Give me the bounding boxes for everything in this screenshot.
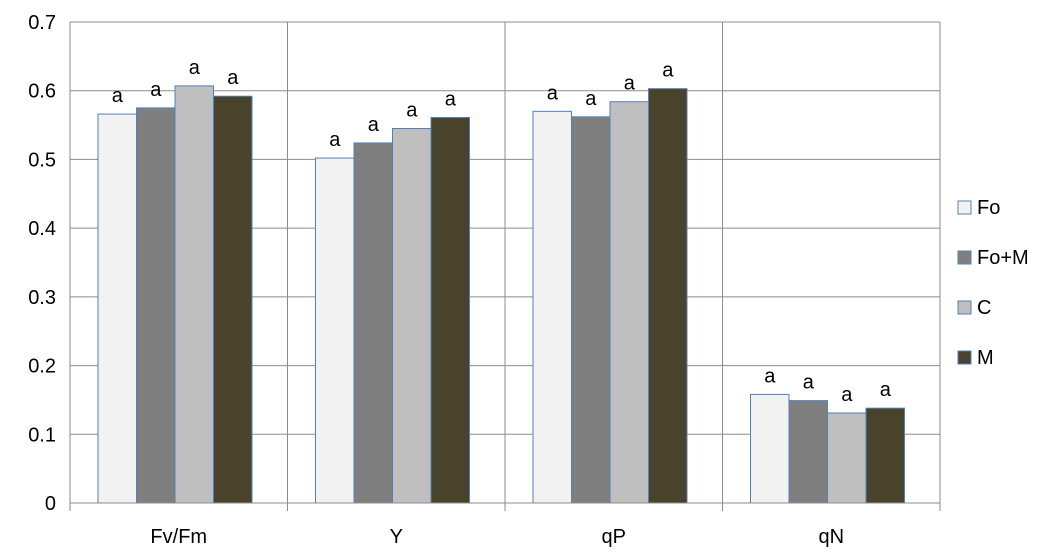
significance-label: a (624, 73, 636, 95)
significance-label: a (803, 372, 815, 394)
significance-label: a (841, 384, 853, 406)
significance-label: a (406, 100, 418, 122)
bar (97, 113, 137, 504)
bar (648, 88, 688, 504)
bar (315, 157, 355, 504)
bar (213, 95, 253, 504)
bar (353, 142, 393, 504)
legend-swatch (957, 250, 972, 265)
significance-label: a (445, 89, 457, 111)
significance-label: a (547, 82, 559, 104)
significance-label: a (112, 85, 124, 107)
bars (97, 85, 905, 504)
significance-label: a (189, 57, 201, 79)
bar (136, 107, 176, 504)
significance-label: a (227, 67, 239, 89)
bar (865, 407, 905, 504)
legend-swatch (957, 300, 972, 315)
data-labels: a a a a a a a a a a a a a a a a (112, 57, 892, 406)
y-tick-label: 0.1 (28, 424, 56, 446)
x-category-label: qP (602, 526, 626, 548)
bar (788, 400, 828, 504)
bar (750, 393, 790, 504)
bar (430, 117, 470, 504)
legend-swatch (957, 350, 972, 365)
bar (174, 85, 214, 504)
significance-label: a (150, 79, 162, 101)
significance-label: a (329, 129, 341, 151)
y-tick-label: 0.4 (28, 218, 56, 240)
legend-label: Fo (977, 197, 1000, 219)
x-category-label: Fv/Fm (150, 526, 207, 548)
legend-swatch (957, 200, 972, 215)
legend-label: C (977, 297, 991, 319)
significance-label: a (880, 379, 892, 401)
x-category-label: qN (818, 526, 844, 548)
significance-label: a (764, 365, 776, 387)
legend: Fo Fo+M C M (957, 197, 1029, 369)
bar (609, 101, 649, 504)
bar (827, 412, 867, 504)
legend-label: Fo+M (977, 247, 1029, 269)
significance-label: a (662, 60, 674, 82)
y-tick-label: 0.6 (28, 81, 56, 103)
significance-label: a (368, 114, 380, 136)
y-tick-label: 0.5 (28, 149, 56, 171)
significance-label: a (585, 88, 597, 110)
y-tick-label: 0 (45, 493, 56, 515)
bar (532, 110, 572, 504)
bar (392, 128, 432, 504)
y-tick-label: 0.3 (28, 287, 56, 309)
y-tick-label: 0.2 (28, 356, 56, 378)
x-category-label: Y (390, 526, 403, 548)
y-tick-label: 0.7 (28, 12, 56, 34)
bar (571, 116, 611, 504)
legend-label: M (977, 347, 994, 369)
